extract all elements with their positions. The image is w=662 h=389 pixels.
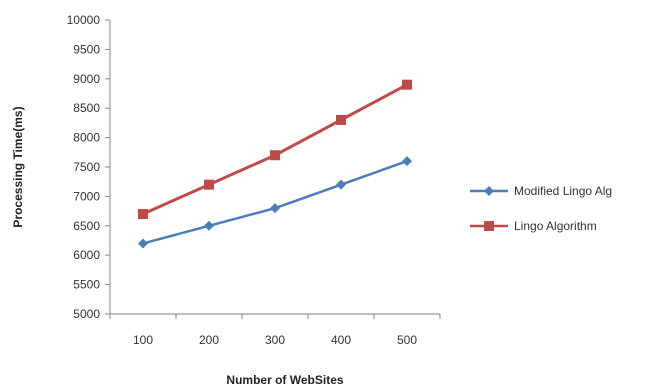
y-axis-title: Processing Time(ms) (11, 106, 25, 227)
legend-marker-square (484, 221, 494, 231)
y-tick-label: 8000 (73, 131, 100, 145)
y-tick-label: 9500 (73, 42, 100, 56)
y-tick-label: 7000 (73, 189, 100, 203)
data-point-diamond (270, 203, 280, 214)
y-tick-label: 5000 (73, 307, 100, 321)
data-point-square (336, 114, 346, 125)
legend-marker-diamond (484, 186, 494, 196)
series-line (142, 83, 408, 216)
x-tick-label: 500 (397, 333, 417, 347)
legend: Modified Lingo Alg Lingo Algorithm (470, 184, 612, 233)
x-tick-label: 200 (199, 333, 219, 347)
x-tick-label: 300 (265, 333, 285, 347)
data-point-square (138, 209, 148, 220)
x-tick-label: 400 (331, 333, 351, 347)
data-point-square (270, 150, 280, 161)
data-point-square (204, 179, 214, 190)
data-point-square (402, 79, 412, 90)
y-axis-ticks: 5000 5500 6000 6500 7000 7500 8000 8500 9000 9500… (67, 13, 110, 321)
x-tick-label: 100 (133, 333, 153, 347)
y-tick-label: 9000 (73, 72, 100, 86)
y-tick-label: 7500 (73, 160, 100, 174)
data-point-diamond (336, 179, 346, 190)
data-point-diamond (402, 156, 412, 167)
series-lines (138, 79, 412, 249)
y-tick-label: 6500 (73, 219, 100, 233)
data-point-diamond (204, 220, 214, 231)
data-point-diamond (138, 238, 148, 249)
y-tick-label: 5500 (73, 278, 100, 292)
y-tick-label: 10000 (67, 13, 101, 27)
x-axis-title: Number of WebSites (226, 373, 343, 387)
y-tick-label: 8500 (73, 101, 100, 115)
series-line (142, 159, 408, 245)
y-tick-label: 6000 (73, 248, 100, 262)
legend-label: Modified Lingo Alg (514, 184, 612, 198)
legend-label: Lingo Algorithm (514, 219, 597, 233)
x-axis-ticks: 100 200 300 400 500 (109, 314, 441, 347)
